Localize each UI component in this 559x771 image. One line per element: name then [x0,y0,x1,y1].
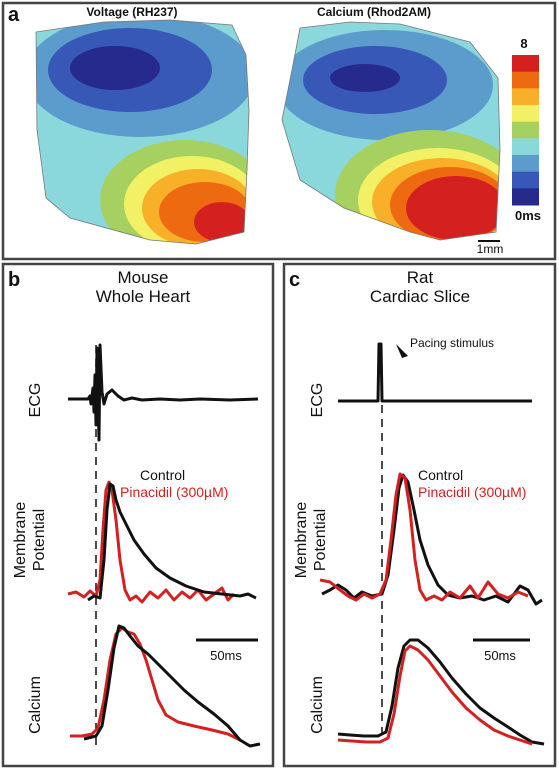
panel-b-frame [1,262,275,768]
calcium-map-title: Calcium (Rhod2AM) [317,5,431,19]
panel-b-vm-control-trace [87,482,257,602]
panel-c-ecg-trace [338,342,532,403]
colorbar-swatch [512,55,539,73]
panel-a-letter: a [8,4,20,26]
colorbar [512,55,539,206]
panel-c-ecg-label: ECG [309,383,326,418]
panel-b-ca-label: Calcium [27,676,44,734]
panel-c-legend-control: Control [418,467,463,483]
panel-c-ca-label: Calcium [309,676,326,734]
panel-b-heading-line1: Mouse [117,268,168,287]
colorbar-swatch [512,155,539,173]
panel-b-ca-control-trace [83,624,261,748]
panel-b-legend-control: Control [140,467,185,483]
map-zone [194,202,249,242]
pacing-stimulus-label: Pacing stimulus [410,336,494,350]
panel-b-ecg-label: ECG [27,383,44,418]
panel-b-letter: b [8,269,20,291]
panel-c-vm-control-trace [321,473,543,606]
colorbar-swatch [512,171,539,189]
panel-c-heading-line2: Cardiac Slice [370,287,470,306]
colorbar-swatch [512,138,539,156]
map-zone [70,46,160,90]
panel-b-ecg-trace [68,343,259,442]
colorbar-max-label: 8 [520,36,527,51]
panel-c-legend-drug: Pinacidil (300µM) [418,484,526,500]
colorbar-swatch [512,88,539,106]
colorbar-swatch [512,121,539,139]
panel-b-vm-label-line2: Potential [31,509,48,571]
panel-b-heading-line2: Whole Heart [96,287,191,306]
panel-b-legend-drug: Pinacidil (300µM) [120,484,228,500]
map-zone [406,176,500,240]
panel-c-letter: c [289,269,300,291]
calcium-activation-map [282,22,500,240]
colorbar-min-label: 0ms [515,208,541,223]
scalebar-label: 1mm [477,242,504,256]
colorbar-swatch [512,105,539,123]
voltage-activation-map [36,20,249,244]
calcium-map-outline [281,21,501,241]
panel-b-vm-drug-trace [67,480,236,604]
panel-b-time-scale-label: 50ms [210,648,242,663]
panel-c-vm-label-line1: Membrane [293,502,310,579]
panel-c-vm-label-line2: Potential [312,509,329,571]
panel-c-time-scale-label: 50ms [484,648,516,663]
voltage-map-title: Voltage (RH237) [86,5,177,19]
colorbar-swatch [512,71,539,89]
panel-a-frame [1,1,557,261]
panel-c-frame [282,262,557,768]
panel-c-ca-control-trace [337,638,545,746]
map-zone [330,64,400,92]
colorbar-swatch [512,188,539,206]
panel-c-vm-drug-trace [319,472,529,602]
panel-b-vm-label-line1: Membrane [12,502,29,579]
panel-c-ca-drug-trace [337,644,533,746]
panel-b-ca-drug-trace [70,626,241,742]
pacing-arrow-icon [396,344,408,358]
panel-c-heading-line1: Rat [407,268,434,287]
voltage-map-outline [35,19,250,245]
